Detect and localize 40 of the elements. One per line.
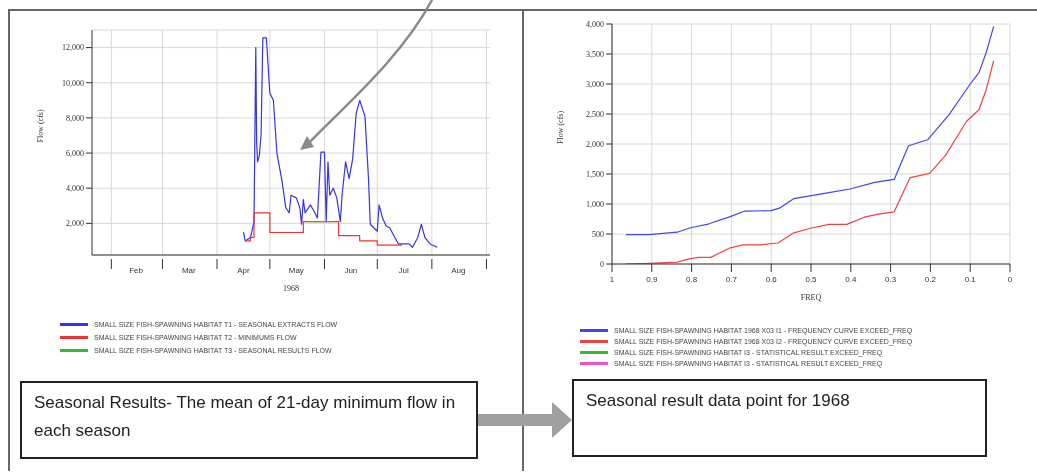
x-tick-label: 0.2 [924, 275, 937, 284]
y-tick-label: 4,000 [66, 184, 84, 194]
y-tick-label: 1,000 [586, 199, 604, 209]
x-tick-label: Jun [344, 266, 358, 275]
text: Seasonal result data point for 1968 [572, 379, 987, 457]
y-tick-label: 10,000 [62, 78, 84, 88]
y-tick-label: 2,000 [66, 219, 84, 229]
x-tick-label: 0.1 [964, 275, 977, 284]
x-tick-label: 0 [1007, 275, 1013, 284]
line-series [242, 37, 438, 248]
x-tick-label: 0.9 [646, 275, 658, 284]
x-axis-title: FREQ [800, 293, 822, 302]
y-tick-label: 4,000 [586, 19, 604, 29]
y-tick-label: 500 [592, 229, 604, 239]
x-axis-title: 1968 [283, 284, 299, 293]
y-tick-label: 12,000 [62, 43, 84, 53]
x-tick-label: 1 [609, 275, 615, 284]
x-tick-label: Jul [398, 266, 410, 275]
y-tick-label: 8,000 [66, 113, 84, 123]
y-tick-label: 1,500 [586, 169, 604, 179]
x-tick-label: 0.8 [686, 275, 698, 284]
x-tick-label: 0.4 [845, 275, 857, 284]
y-axis-title: Flow (cfs) [35, 109, 45, 143]
x-tick-label: May [288, 266, 304, 275]
y-tick-label: 2,000 [586, 139, 604, 149]
x-tick-label: 0.7 [725, 275, 738, 284]
x-tick-label: Aug [451, 266, 466, 275]
x-tick-label: Apr [237, 266, 251, 275]
y-tick-label: 3,000 [586, 79, 604, 89]
x-tick-label: 0.3 [885, 275, 897, 284]
x-tick-label: Mar [181, 266, 197, 275]
x-tick-label: Feb [129, 266, 144, 275]
x-tick-label: 0.5 [805, 275, 818, 284]
y-axis-title: Flow (cfs) [555, 110, 565, 144]
y-tick-label: 2,500 [586, 109, 604, 119]
y-tick-label: 6,000 [66, 148, 84, 158]
line-series [625, 25, 995, 236]
x-tick-label: 0.6 [765, 275, 778, 284]
y-tick-label: 3,500 [586, 49, 604, 59]
text: Seasonal Results- The mean of 21-day minimum flow in each season [20, 381, 478, 459]
